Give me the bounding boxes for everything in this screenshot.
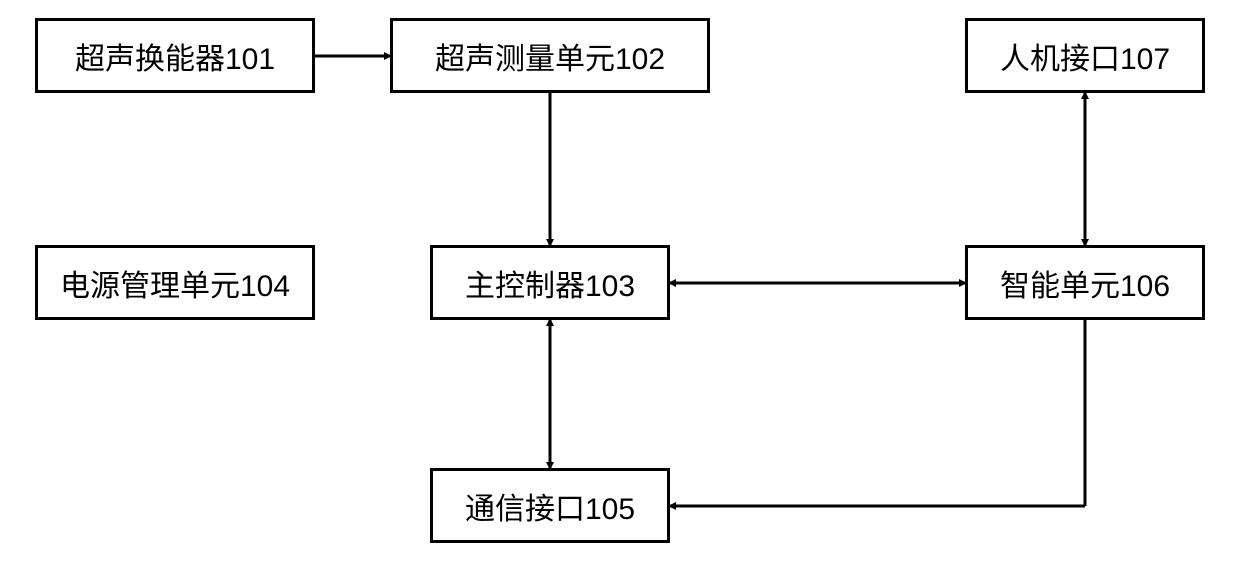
node-label: 超声换能器101 (75, 34, 275, 78)
node-controller: 主控制器103 (430, 245, 670, 320)
node-smart: 智能单元106 (965, 245, 1205, 320)
node-hmi: 人机接口107 (965, 18, 1205, 93)
node-label: 主控制器103 (465, 261, 635, 305)
node-transducer: 超声换能器101 (35, 18, 315, 93)
node-label: 电源管理单元104 (60, 261, 290, 305)
node-label: 通信接口105 (465, 484, 635, 528)
node-label: 智能单元106 (1000, 261, 1170, 305)
node-label: 人机接口107 (1000, 34, 1170, 78)
node-power: 电源管理单元104 (35, 245, 315, 320)
node-label: 超声测量单元102 (435, 34, 665, 78)
node-measurement: 超声测量单元102 (390, 18, 710, 93)
node-comm: 通信接口105 (430, 468, 670, 543)
